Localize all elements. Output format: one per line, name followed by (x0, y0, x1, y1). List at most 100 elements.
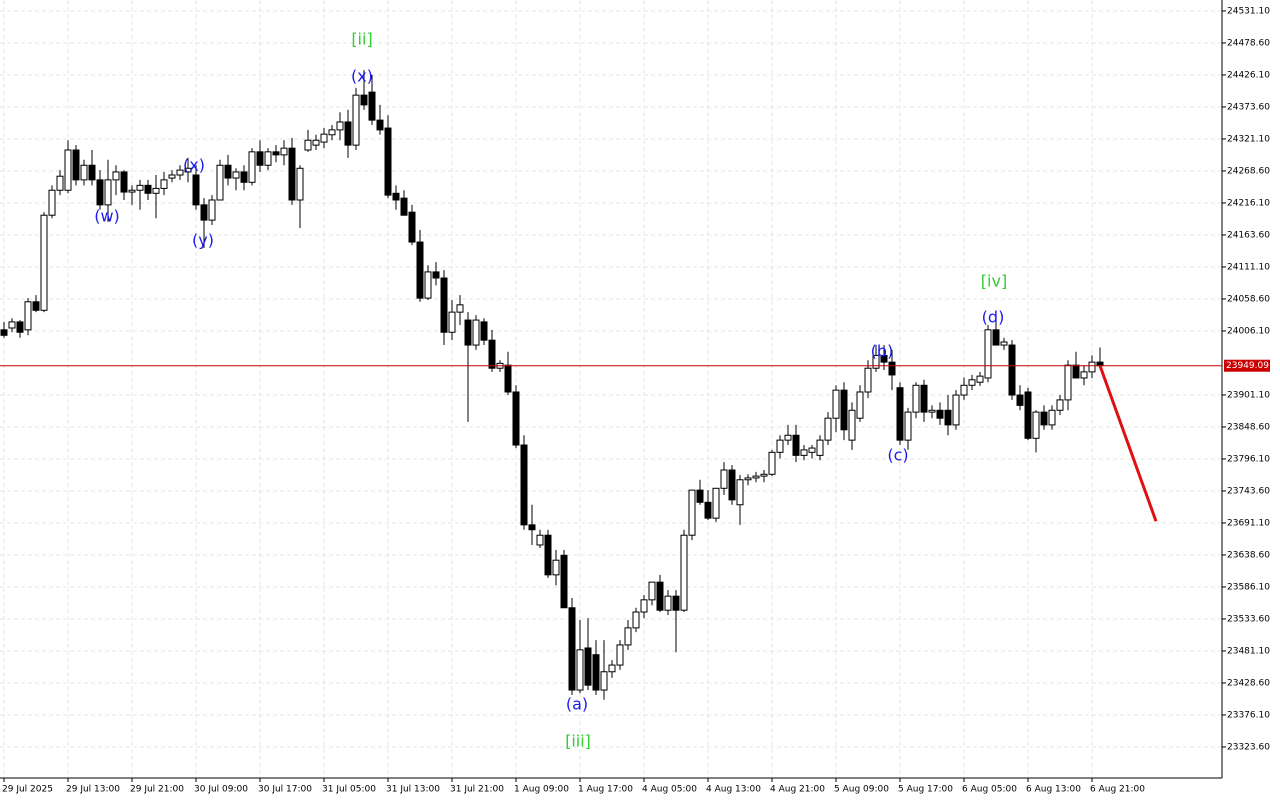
candle-body (160, 179, 168, 189)
candle-body (976, 375, 984, 383)
wave-label: [iv] (981, 272, 1007, 291)
candle-body (736, 479, 744, 506)
candle-body (776, 439, 784, 453)
candle-body (1080, 371, 1088, 379)
candle-body (40, 214, 48, 311)
x-tick-label: 1 Aug 09:00 (514, 785, 569, 795)
candle-body (128, 189, 136, 193)
candle-body (472, 319, 480, 346)
current-price-label: 23949.09 (1226, 361, 1269, 371)
candle-body (1008, 344, 1016, 396)
candle-body (152, 187, 160, 194)
current-price-tag (1224, 359, 1270, 372)
candle-body (568, 607, 576, 691)
y-tick-label: 24163.60 (1227, 230, 1270, 240)
y-tick-label: 24268.60 (1227, 166, 1270, 176)
candle-body (400, 197, 408, 216)
candle-body (144, 184, 152, 194)
wave-label: [iii] (565, 732, 591, 751)
x-tick-label: 31 Jul 21:00 (450, 785, 504, 795)
candle-body (552, 559, 560, 576)
candle-body (1096, 361, 1104, 367)
x-tick-label: 5 Aug 09:00 (834, 785, 889, 795)
candle-body (576, 649, 584, 691)
x-tick-label: 6 Aug 13:00 (1026, 785, 1081, 795)
candle-body (336, 121, 344, 131)
candle-body (912, 384, 920, 413)
candle-body (616, 644, 624, 666)
candle-body (16, 321, 24, 333)
candle-body (1048, 409, 1056, 426)
candle-body (232, 171, 240, 179)
candle-body (1024, 391, 1032, 439)
wave-label: (x) (351, 67, 373, 86)
y-tick-label: 23428.60 (1227, 678, 1270, 688)
x-tick-label: 29 Jul 2025 (2, 785, 53, 795)
candle-body (624, 627, 632, 646)
candle-body (648, 581, 656, 601)
candle-body (80, 164, 88, 181)
wave-label: (a) (566, 695, 588, 714)
candle-body (8, 321, 16, 329)
x-tick-label: 31 Jul 05:00 (322, 785, 376, 795)
x-tick-label: 5 Aug 17:00 (898, 785, 953, 795)
candle-body (720, 469, 728, 489)
candle-body (896, 387, 904, 441)
candle-body (488, 339, 496, 369)
candle-body (544, 534, 552, 576)
candle-body (520, 444, 528, 526)
y-tick-label: 24373.60 (1227, 102, 1270, 112)
y-tick-label: 23796.10 (1227, 454, 1270, 464)
candle-body (352, 94, 360, 146)
candle-body (808, 447, 816, 453)
candle-body (176, 169, 184, 176)
candle-body (840, 389, 848, 431)
y-tick-label: 23691.10 (1227, 518, 1270, 528)
y-tick-label: 23743.60 (1227, 486, 1270, 496)
y-tick-label: 23586.10 (1227, 582, 1270, 592)
x-tick-label: 6 Aug 21:00 (1090, 785, 1145, 795)
y-tick-label: 24058.60 (1227, 294, 1270, 304)
candle-body (272, 151, 280, 156)
candle-body (744, 477, 752, 481)
candle-body (728, 469, 736, 501)
candle-body (640, 599, 648, 613)
candle-body (928, 409, 936, 413)
candle-body (384, 127, 392, 196)
candle-body (88, 164, 96, 181)
candle-body (600, 671, 608, 691)
y-tick-label: 24531.10 (1227, 6, 1270, 16)
candle-body (184, 167, 192, 173)
candle-body (584, 647, 592, 686)
candle-body (536, 534, 544, 546)
candle-body (864, 367, 872, 393)
candle-body (800, 449, 808, 456)
candle-body (368, 91, 376, 121)
candle-body (440, 277, 448, 333)
candle-body (464, 319, 472, 346)
candle-body (688, 489, 696, 536)
candle-body (424, 271, 432, 299)
candle-body (344, 121, 352, 146)
y-tick-label: 24006.10 (1227, 326, 1270, 336)
y-tick-label: 24426.10 (1227, 70, 1270, 80)
candle-body (696, 489, 704, 503)
wave-label: (w) (94, 207, 120, 226)
candle-body (952, 394, 960, 426)
candle-body (1064, 364, 1072, 401)
forecast-line (1098, 365, 1158, 522)
x-tick-label: 4 Aug 05:00 (642, 785, 697, 795)
candle-body (208, 199, 216, 221)
candle-body (664, 595, 672, 611)
candle-body (48, 189, 56, 216)
candle-body (656, 581, 664, 611)
candle-body (632, 611, 640, 629)
candle-body (608, 664, 616, 673)
y-tick-label: 23901.10 (1227, 390, 1270, 400)
candle-body (888, 361, 896, 376)
candle-body (328, 129, 336, 136)
candle-body (1040, 411, 1048, 426)
wave-label: (x) (183, 156, 205, 175)
wave-label: (y) (192, 231, 214, 250)
